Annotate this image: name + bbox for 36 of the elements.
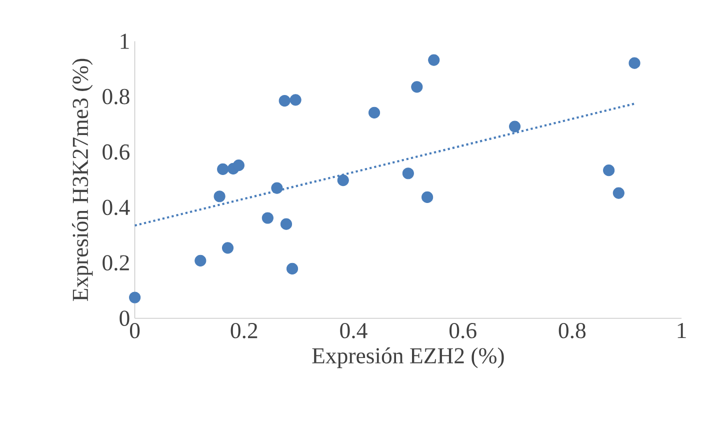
point — [271, 182, 283, 194]
point — [612, 187, 624, 199]
x-tick-label: 0.2 — [230, 322, 258, 338]
point — [217, 163, 229, 175]
point — [232, 159, 244, 171]
point — [337, 174, 349, 186]
point — [368, 106, 380, 118]
point — [194, 254, 206, 266]
y-tick-label: 0.2 — [102, 254, 129, 270]
point — [422, 191, 434, 203]
y-tick-label: 0 — [120, 310, 130, 326]
x-tick-label: 0.8 — [558, 322, 586, 338]
point — [262, 212, 274, 224]
point — [222, 242, 234, 254]
point — [129, 292, 141, 304]
point — [290, 94, 302, 106]
x-tick-label: 0.6 — [449, 322, 476, 338]
point — [278, 94, 290, 106]
y-tick-label: 0.4 — [102, 200, 130, 215]
point — [214, 190, 226, 202]
point — [603, 164, 615, 176]
x-axis-title: Expresión EZH2 (%) — [312, 347, 504, 368]
x-tick-label: 1 — [678, 322, 686, 338]
point — [402, 167, 414, 179]
point — [428, 54, 440, 66]
point — [508, 120, 521, 132]
y-tick-label: 1 — [120, 34, 129, 49]
y-tick-label: 0.8 — [102, 88, 130, 104]
point — [280, 218, 292, 230]
x-tick-label: 0 — [130, 322, 140, 338]
point — [628, 57, 640, 69]
point — [411, 80, 423, 93]
point — [286, 262, 298, 274]
x-tick-label: 0.4 — [340, 322, 368, 338]
y-axis-title: Expresión H3K27me3 (%) — [72, 58, 93, 301]
y-tick-label: 0.6 — [102, 144, 130, 160]
